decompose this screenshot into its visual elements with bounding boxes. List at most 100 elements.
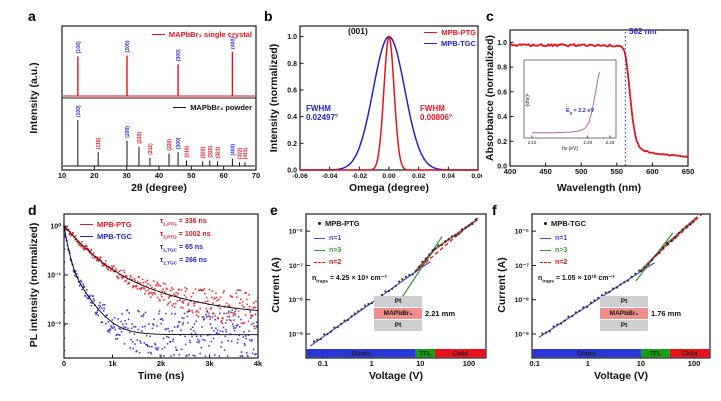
- panel-e-plot: 10⁻⁶ 10⁻⁷ 10⁻⁸ 10⁻⁹ 0.1 1 10 100 Ohmic TFL Child: [289, 213, 487, 368]
- panel-f-plot: 10⁻⁶ 10⁻⁷ 10⁻⁸ 10⁻⁹ 0.1 1 10 100 Ohmic TFL Child: [515, 213, 711, 368]
- device-f-crystal-layer: MAPbBr₃: [600, 308, 648, 319]
- device-e-top-electrode: Pt: [374, 296, 422, 307]
- panel-letter-a: a: [28, 8, 36, 24]
- svg-text:2.10: 2.10: [528, 140, 537, 145]
- ntraps-f-annotation: ntraps = 1.05 × 10¹⁰ cm⁻³: [538, 274, 615, 284]
- decay-tgc-swatch: [80, 236, 93, 237]
- panel-d-plot: 10⁰ 10⁻¹ 10⁻² 0 1k 2k 3k 4k: [47, 213, 263, 368]
- ntraps-e-value: = 4.25 × 10⁹ cm⁻³: [327, 275, 387, 282]
- svg-text:1: 1: [586, 359, 590, 368]
- svg-text:0.6: 0.6: [497, 89, 507, 96]
- svg-text:0.04: 0.04: [442, 173, 455, 180]
- svg-text:0.8: 0.8: [497, 65, 507, 72]
- tau1-ptg-value: = 336 ns: [176, 218, 207, 225]
- svg-text:10⁻²: 10⁻²: [47, 321, 61, 328]
- sclc-e-sample-legend: MPB-PTG: [318, 219, 360, 228]
- svg-text:10⁻⁶: 10⁻⁶: [289, 229, 303, 236]
- decay-tgc-label: MPB-TGC: [97, 232, 132, 241]
- legend-n1-f: n=1: [540, 235, 567, 242]
- svg-text:(222): (222): [201, 146, 207, 158]
- eg-subscript: g: [569, 111, 572, 116]
- svg-text:Child: Child: [452, 351, 468, 358]
- svg-text:(300): (300): [176, 137, 182, 149]
- legend-mpb-ptg: MPB-PTG: [424, 28, 476, 37]
- tau1-ptg-sym: τ: [160, 218, 164, 225]
- region-TFL: [415, 349, 435, 358]
- svg-text:3k: 3k: [205, 359, 214, 368]
- n1-label: n=1: [329, 235, 342, 242]
- legend-n2-f: n=2: [540, 259, 567, 266]
- fwhm-tgc-word: FWHM: [306, 104, 331, 113]
- cutoff-562nm-label: 562 nm: [629, 27, 657, 36]
- svg-text:0.4: 0.4: [497, 114, 507, 121]
- legend-single-crystal: MAPbBr₃ single crystal: [151, 30, 252, 39]
- fwhm-tgc-annotation: FWHM 0.02497°: [306, 104, 338, 122]
- n3-label-f: n>3: [555, 247, 568, 254]
- n1-line-swatch: [314, 238, 325, 239]
- iv-data-points: [541, 220, 695, 335]
- panel-b-xlabel: Omega (degree): [349, 182, 429, 194]
- svg-text:600: 600: [646, 167, 659, 176]
- device-schematic-f: Pt MAPbBr₃ Pt: [600, 296, 648, 331]
- svg-text:(110): (110): [96, 137, 102, 149]
- svg-text:1.0: 1.0: [497, 40, 507, 47]
- legend-n3-f: n>3: [540, 247, 567, 254]
- svg-text:1.0: 1.0: [287, 34, 297, 41]
- svg-text:0.00: 0.00: [382, 173, 395, 180]
- svg-text:TFL: TFL: [650, 351, 662, 358]
- svg-text:(200): (200): [125, 126, 131, 138]
- powder-line-swatch: [173, 107, 187, 108]
- fwhm-ptg-word: FWHM: [420, 104, 445, 113]
- panel-d-ylabel: PL intensity (normalized): [28, 222, 40, 348]
- panel-e-sclc-ptg: 10⁻⁶ 10⁻⁷ 10⁻⁸ 10⁻⁹ 0.1 1 10 100 Ohmic TFL Child e…: [268, 200, 492, 398]
- panel-b-plot: 0.0 0.2 0.4 0.6 0.8 1.0 -0.06 -0.04 -0.02 0.00 0.0…: [287, 25, 482, 180]
- svg-text:1k: 1k: [108, 359, 117, 368]
- n2-dashed-line-swatch: [314, 262, 325, 263]
- legend-n3-e: n>3: [314, 247, 341, 254]
- svg-text:10⁻⁷: 10⁻⁷: [515, 263, 529, 270]
- panel-c-absorbance: 0.0 0.2 0.4 0.6 0.8 1.0 400 450 500 550 600 650 2.10…: [482, 8, 720, 200]
- ntraps-f-value: = 1.05 × 10¹⁰ cm⁻³: [553, 275, 615, 282]
- svg-text:2.20: 2.20: [583, 140, 592, 145]
- svg-text:2k: 2k: [157, 359, 166, 368]
- svg-text:0.4: 0.4: [287, 114, 297, 121]
- svg-text:(αhν)²: (αhν)²: [525, 93, 531, 107]
- svg-text:10⁻⁸: 10⁻⁸: [515, 297, 529, 304]
- tau1-tgc-sym: τ: [160, 244, 164, 251]
- svg-text:500: 500: [575, 167, 588, 176]
- n2-dashed-line-swatch-f: [540, 262, 551, 263]
- svg-text:-0.04: -0.04: [322, 173, 338, 180]
- svg-text:100: 100: [463, 359, 476, 368]
- svg-text:0.0: 0.0: [497, 164, 507, 171]
- svg-text:0.0: 0.0: [287, 168, 297, 175]
- device-f-bottom-electrode: Pt: [600, 320, 648, 331]
- svg-text:30: 30: [122, 171, 130, 180]
- svg-text:40: 40: [155, 171, 163, 180]
- svg-text:10⁻⁸: 10⁻⁸: [289, 297, 303, 304]
- svg-text:(310): (310): [184, 145, 190, 157]
- eg-value: = 2.2 eV: [571, 108, 595, 114]
- device-e-crystal-layer: MAPbBr₃: [374, 308, 422, 319]
- panel-letter-b: b: [264, 8, 273, 24]
- fwhm-ptg-value: 0.00806°: [420, 113, 453, 122]
- svg-text:(321): (321): [216, 146, 222, 158]
- panel-a-xrd: (100) (200) (300) (400) (100) (110) (200) (210)…: [24, 8, 260, 200]
- n2-label: n=2: [329, 259, 342, 266]
- panel-letter-e: e: [270, 202, 278, 218]
- svg-text:(211): (211): [148, 143, 154, 155]
- svg-text:(322): (322): [238, 147, 244, 159]
- svg-text:(411): (411): [243, 148, 249, 160]
- panel-c-ylabel: Absorbance (normalized): [484, 34, 496, 162]
- sclc-e-sample-name: MPB-PTG: [325, 219, 360, 228]
- svg-text:10⁻⁶: 10⁻⁶: [515, 229, 529, 236]
- tau1-tgc-value: = 65 ns: [177, 244, 204, 251]
- panel-c-plot: 0.0 0.2 0.4 0.6 0.8 1.0 400 450 500 550 600 650 2.10…: [497, 29, 694, 176]
- tau1-ptg-sub: 1,PTG: [163, 222, 177, 228]
- panel-a-plot: (100) (200) (300) (400) (100) (110) (200) (210)…: [58, 25, 260, 180]
- n1-label-f: n=1: [555, 235, 568, 242]
- mpb-tgc-label: MPB-TGC: [441, 39, 476, 48]
- svg-text:0.6: 0.6: [287, 88, 297, 95]
- svg-text:50: 50: [187, 171, 195, 180]
- region-Child: [434, 349, 486, 358]
- svg-text:10: 10: [58, 171, 66, 180]
